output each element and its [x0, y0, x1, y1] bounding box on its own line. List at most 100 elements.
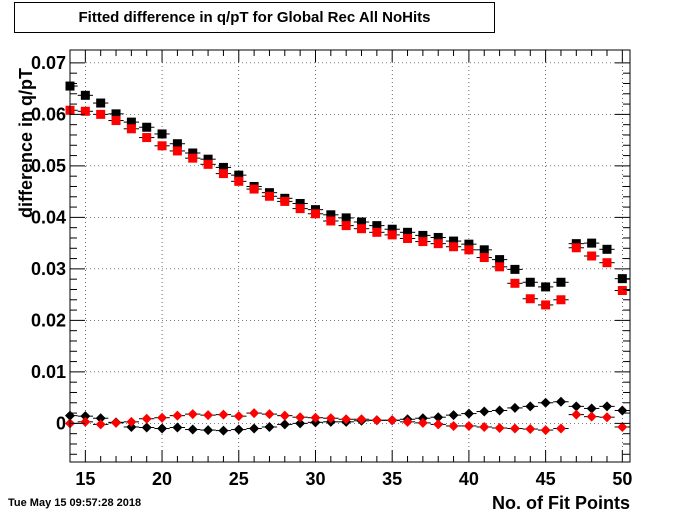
data-point-diamond: [555, 396, 566, 407]
data-point-diamond: [509, 423, 520, 434]
y-tick-label: 0.01: [31, 362, 66, 382]
data-point-square: [188, 153, 198, 163]
x-tick-label: 35: [382, 469, 402, 489]
data-point-diamond: [203, 425, 214, 436]
chart-title-text: Fitted difference in q/pT for Global Rec…: [78, 9, 431, 26]
x-tick-label: 20: [152, 469, 172, 489]
data-point-square: [264, 191, 274, 201]
x-tick-label: 50: [612, 469, 632, 489]
y-tick-label: 0.05: [31, 156, 66, 176]
data-point-diamond: [295, 418, 306, 429]
data-point-square: [96, 98, 106, 108]
data-point-square: [126, 124, 136, 134]
data-point-diamond: [111, 417, 122, 428]
data-point-diamond: [187, 424, 198, 435]
data-point-diamond: [479, 406, 490, 417]
data-point-square: [111, 109, 121, 119]
x-tick-label: 25: [229, 469, 249, 489]
data-point-square: [157, 141, 167, 151]
data-point-diamond: [95, 419, 106, 430]
data-point-diamond: [80, 411, 91, 422]
data-point-square: [602, 258, 612, 268]
data-point-square: [541, 282, 551, 292]
data-point-square: [142, 133, 152, 143]
data-point-diamond: [417, 417, 428, 428]
data-point-square: [326, 210, 336, 220]
data-point-square: [387, 224, 397, 234]
data-point-diamond: [571, 409, 582, 420]
data-point-square: [418, 230, 428, 240]
data-point-square: [310, 209, 320, 219]
data-point-diamond: [249, 423, 260, 434]
data-point-diamond: [601, 401, 612, 412]
data-point-diamond: [433, 412, 444, 423]
data-markers: [65, 81, 628, 436]
data-point-square: [525, 277, 535, 287]
data-point-diamond: [172, 422, 183, 433]
data-point-square: [556, 277, 566, 287]
data-point-diamond: [509, 402, 520, 413]
data-point-diamond: [448, 410, 459, 421]
data-point-square: [295, 198, 305, 208]
data-point-square: [341, 213, 351, 223]
chart-title: Fitted difference in q/pT for Global Rec…: [14, 2, 495, 33]
data-point-diamond: [279, 419, 290, 430]
error-bars: [70, 85, 630, 432]
data-point-square: [357, 224, 367, 234]
data-point-square: [479, 253, 489, 263]
x-axis-label: No. of Fit Points: [492, 493, 630, 513]
data-point-square: [234, 176, 244, 186]
data-point-diamond: [617, 421, 628, 432]
data-point-square: [449, 242, 459, 252]
data-point-square: [357, 217, 367, 227]
data-point-diamond: [279, 410, 290, 421]
x-tick-label: 40: [459, 469, 479, 489]
plot-frame: [69, 49, 631, 463]
data-point-square: [449, 236, 459, 246]
data-point-diamond: [218, 425, 229, 436]
data-point-square: [188, 148, 198, 158]
data-point-square: [234, 170, 244, 180]
data-point-square: [495, 255, 505, 265]
data-point-diamond: [157, 423, 168, 434]
data-point-diamond: [295, 412, 306, 423]
timestamp: Tue May 15 09:57:28 2018: [8, 497, 142, 509]
data-point-square: [387, 230, 397, 240]
y-axis-label: difference in q/pT: [16, 68, 36, 218]
y-tick-label: 0.04: [31, 207, 66, 227]
data-point-diamond: [463, 420, 474, 431]
data-point-square: [142, 122, 152, 132]
data-point-diamond: [479, 421, 490, 432]
data-point-square: [617, 274, 627, 284]
y-tick-label: 0.02: [31, 310, 66, 330]
data-point-square: [172, 139, 182, 149]
data-point-square: [295, 204, 305, 214]
data-point-square: [479, 245, 489, 255]
data-point-diamond: [172, 410, 183, 421]
data-point-square: [541, 300, 551, 310]
data-point-diamond: [141, 422, 152, 433]
data-point-diamond: [126, 416, 137, 427]
data-point-diamond: [233, 411, 244, 422]
y-tick-label: 0.07: [31, 53, 66, 73]
data-point-diamond: [540, 425, 551, 436]
data-point-diamond: [80, 416, 91, 427]
data-point-diamond: [387, 415, 398, 426]
data-point-square: [433, 239, 443, 249]
data-point-square: [556, 295, 566, 305]
data-point-square: [587, 251, 597, 261]
data-point-square: [510, 264, 520, 274]
data-point-diamond: [448, 420, 459, 431]
data-point-diamond: [218, 409, 229, 420]
data-point-square: [326, 216, 336, 226]
data-point-diamond: [249, 408, 260, 419]
data-point-square: [571, 243, 581, 253]
data-point-diamond: [586, 411, 597, 422]
data-point-square: [80, 106, 90, 116]
data-point-diamond: [402, 416, 413, 427]
data-point-square: [157, 129, 167, 139]
data-point-square: [587, 238, 597, 248]
data-point-diamond: [95, 413, 106, 424]
data-point-diamond: [586, 403, 597, 414]
